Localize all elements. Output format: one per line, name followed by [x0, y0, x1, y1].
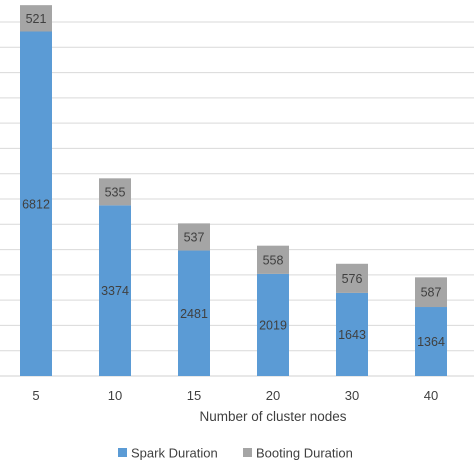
legend-swatch-booting-duration	[243, 448, 252, 457]
x-tick-labels: 5 10 15 20 30 40	[32, 388, 438, 403]
data-label-spark-5: 6812	[22, 197, 50, 211]
bar-spark-5	[20, 31, 52, 377]
bar-spark-40	[415, 307, 447, 376]
x-tick-label-10: 10	[108, 388, 122, 403]
data-label-booting-15: 537	[184, 230, 205, 244]
data-label-booting-5: 521	[26, 12, 47, 26]
legend: Spark Duration Booting Duration	[118, 446, 353, 461]
data-label-spark-40: 1364	[417, 335, 445, 349]
bar-spark-10	[99, 205, 131, 376]
x-tick-label-15: 15	[187, 388, 201, 403]
data-labels: 6812 521 3374 535 2481 537 2019 558 1643 576 1364 5…	[22, 12, 445, 349]
legend-swatch-spark-duration	[118, 448, 127, 457]
bar-booting-20	[257, 245, 289, 274]
bar-spark-15	[178, 250, 210, 376]
legend-label-spark-duration: Spark Duration	[131, 446, 218, 461]
data-label-booting-40: 587	[421, 286, 442, 300]
x-axis-title: Number of cluster nodes	[199, 409, 346, 424]
data-label-spark-20: 2019	[259, 318, 287, 332]
data-label-spark-15: 2481	[180, 307, 208, 321]
bar-booting-5	[20, 5, 52, 32]
x-tick-label-20: 20	[266, 388, 280, 403]
x-tick-label-40: 40	[424, 388, 438, 403]
x-tick-label-30: 30	[345, 388, 359, 403]
data-label-spark-30: 1643	[338, 328, 366, 342]
data-label-booting-30: 576	[342, 272, 363, 286]
bars	[20, 5, 447, 377]
bar-spark-20	[257, 273, 289, 376]
bar-booting-10	[99, 178, 131, 206]
legend-label-booting-duration: Booting Duration	[256, 446, 353, 461]
data-label-spark-10: 3374	[101, 284, 129, 298]
data-label-booting-20: 558	[263, 253, 284, 267]
bar-booting-40	[415, 277, 447, 308]
gridlines	[0, 21, 474, 352]
data-label-booting-10: 535	[105, 185, 126, 199]
x-tick-label-5: 5	[32, 388, 39, 403]
bar-booting-30	[336, 263, 368, 293]
bar-spark-30	[336, 292, 368, 376]
bar-booting-15	[178, 223, 210, 251]
